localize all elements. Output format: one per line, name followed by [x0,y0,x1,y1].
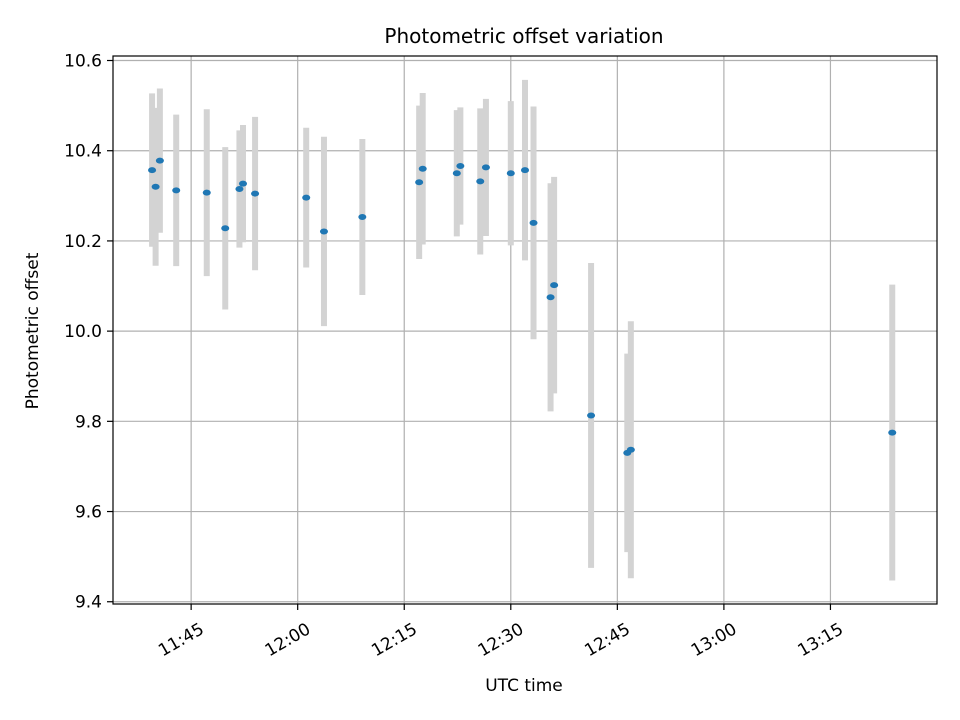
data-point [235,186,244,193]
data-point [529,219,538,226]
x-axis: 11:45 12:00 12:15 12:30 12:45 13:00 13:15 [155,604,847,661]
x-axis-label: UTC time [485,676,563,696]
data-points [148,157,897,456]
x-tick-label: 13:15 [794,619,846,661]
y-tick-label: 10.2 [64,232,102,252]
y-tick-label: 9.8 [75,412,102,432]
data-point [456,163,465,170]
data-point [155,157,164,164]
data-point [418,165,427,172]
chart-title: Photometric offset variation [384,24,663,48]
data-point [521,167,529,174]
data-point [302,194,311,201]
y-tick-label: 10.0 [64,322,102,342]
x-tick-label: 12:45 [581,619,633,661]
data-point [888,429,897,436]
data-point [506,170,515,177]
plot-area [112,55,938,605]
y-axis: 9.4 9.6 9.8 10.0 10.2 10.4 10.6 [64,52,113,613]
y-tick-label: 9.6 [75,503,102,523]
x-tick-label: 11:45 [155,619,207,661]
y-tick-label: 10.4 [64,142,102,162]
y-tick-label: 10.6 [64,52,102,72]
data-point [481,164,490,171]
x-tick-label: 12:30 [475,619,527,661]
data-point [587,412,596,419]
data-point [202,189,211,196]
error-bars [149,79,896,581]
x-tick-label: 12:00 [262,619,314,661]
data-point [251,190,260,197]
data-point [238,180,247,187]
data-point [550,282,559,289]
data-point [319,228,328,235]
data-point [415,179,424,186]
data-point [452,170,461,177]
x-tick-label: 13:00 [688,619,740,661]
data-point [148,167,157,174]
data-point [358,214,367,221]
y-axis-label: Photometric offset [23,252,43,409]
data-point [151,183,160,190]
data-point [476,178,485,185]
x-tick-label: 12:15 [368,619,420,661]
data-point [626,446,635,453]
data-point [172,187,181,194]
y-tick-label: 9.4 [75,593,102,613]
data-point [221,225,230,232]
data-point [546,294,555,301]
